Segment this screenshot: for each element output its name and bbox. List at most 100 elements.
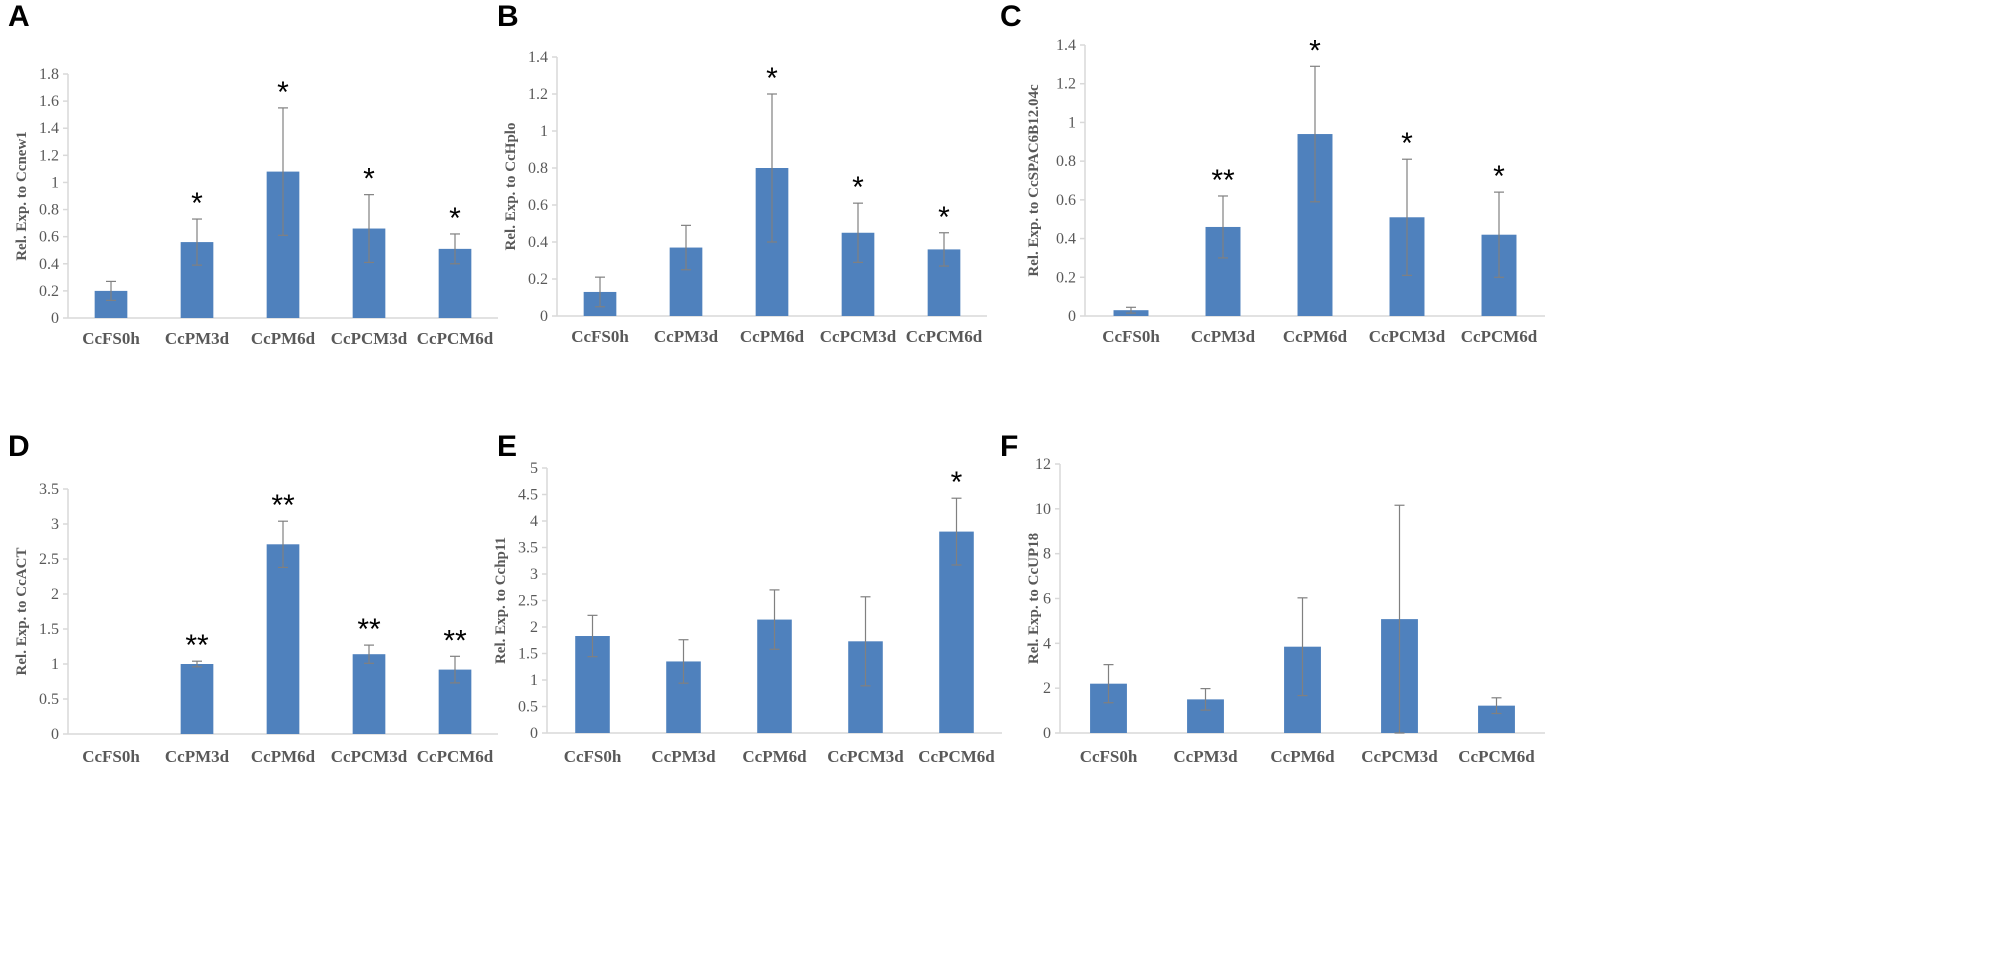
y-tick-label: 2.5 xyxy=(39,551,59,568)
y-tick-label: 5 xyxy=(530,460,538,477)
x-category-label: CcPM3d xyxy=(165,329,230,348)
y-axis-title: Rel. Exp. to CcHplo xyxy=(503,123,519,251)
y-tick-label: 4.5 xyxy=(518,487,538,504)
panel-b: B 0 0.2 0.4 0.6 0.8 1 1.2 1.4 Rel. Exp. to CcHpl… xyxy=(497,2,997,472)
y-axis-title: Rel. Exp. to CcUP18 xyxy=(1026,533,1042,664)
panel-label: B xyxy=(497,0,519,33)
panel-f: F 0 2 4 6 8 10 12 Rel. Exp. to CcUP18 CcFS0h CcPM… xyxy=(1000,432,1560,962)
y-axis-title: Rel. Exp. to Cchp11 xyxy=(493,537,509,664)
bar-ccpcm3d xyxy=(352,654,386,734)
x-category-label: CcPCM6d xyxy=(918,747,995,766)
y-tick-label: 1.8 xyxy=(39,66,59,83)
y-axis-title: Rel. Exp. to CcACT xyxy=(14,548,30,676)
bar-chart-ccspac6b12: 0 0.2 0.4 0.6 0.8 1 1.2 1.4 Rel. Exp. to CcSPAC6… xyxy=(1026,34,1545,346)
y-tick-label: 0.2 xyxy=(39,283,59,300)
x-category-label: CcFS0h xyxy=(1102,327,1160,346)
x-category-label: CcPM3d xyxy=(651,747,716,766)
x-category-label: CcFS0h xyxy=(1080,747,1138,766)
significance-marker: * xyxy=(951,466,963,499)
y-tick-label: 0 xyxy=(1068,308,1076,325)
y-tick-label: 0 xyxy=(51,310,59,327)
y-tick-label: 4 xyxy=(1043,635,1051,652)
y-tick-label: 1.2 xyxy=(1056,76,1076,93)
bar-chart-ccup18: 0 2 4 6 8 10 12 Rel. Exp. to CcUP18 CcFS0h CcPM3d… xyxy=(1026,456,1545,766)
panel-label: D xyxy=(8,430,30,463)
significance-marker: ** xyxy=(1211,164,1235,197)
x-category-label: CcPM3d xyxy=(165,747,230,766)
y-tick-label: 1 xyxy=(530,672,538,689)
y-tick-label: 0.6 xyxy=(1056,192,1076,209)
significance-marker: * xyxy=(1401,127,1413,160)
y-tick-label: 0.4 xyxy=(1056,231,1076,248)
x-category-label: CcFS0h xyxy=(82,329,140,348)
y-tick-label: 0.6 xyxy=(528,197,548,214)
panel-a: A 0 0.2 0.4 0.6 0.8 1 1.2 1.4 1.6 1.8 Rel. Exp. to… xyxy=(8,2,648,472)
y-tick-label: 1.5 xyxy=(518,646,538,663)
x-category-label: CcPCM6d xyxy=(417,747,494,766)
x-category-label: CcPM3d xyxy=(1173,747,1238,766)
y-tick-label: 0.6 xyxy=(39,229,59,246)
y-tick-label: 1 xyxy=(1068,114,1076,131)
y-tick-label: 10 xyxy=(1035,501,1051,518)
significance-marker: * xyxy=(363,163,375,196)
y-tick-label: 0.5 xyxy=(518,699,538,716)
y-tick-label: 0.2 xyxy=(528,271,548,288)
panel-label: C xyxy=(1000,0,1022,33)
y-tick-label: 0 xyxy=(530,725,538,742)
x-category-label: CcPCM3d xyxy=(827,747,904,766)
x-category-label: CcPM6d xyxy=(742,747,807,766)
x-category-label: CcPCM3d xyxy=(1361,747,1438,766)
y-tick-label: 2 xyxy=(1043,680,1051,697)
y-tick-label: 0.4 xyxy=(39,256,59,273)
x-category-label: CcFS0h xyxy=(564,747,622,766)
x-category-label: CcPCM6d xyxy=(417,329,494,348)
x-category-label: CcPM6d xyxy=(740,327,805,346)
y-tick-label: 1.2 xyxy=(528,86,548,103)
y-tick-label: 0.5 xyxy=(39,691,59,708)
x-category-label: CcPCM6d xyxy=(1458,747,1535,766)
significance-marker: * xyxy=(449,202,461,235)
y-tick-label: 4 xyxy=(530,513,538,530)
x-category-label: CcPM6d xyxy=(1283,327,1348,346)
significance-marker: * xyxy=(1309,34,1321,67)
x-category-label: CcFS0h xyxy=(571,327,629,346)
x-category-label: CcPM3d xyxy=(1191,327,1256,346)
bar-chart-ccact: 0 0.5 1 1.5 2 2.5 3 3.5 Rel. Exp. to CcACT CcFS0h… xyxy=(14,481,498,766)
significance-marker: * xyxy=(852,171,864,204)
y-tick-label: 12 xyxy=(1035,456,1051,473)
y-tick-label: 3.5 xyxy=(39,481,59,498)
bar-chart-ccnew1: 0 0.2 0.4 0.6 0.8 1 1.2 1.4 1.6 1.8 Rel. Exp. to C… xyxy=(14,66,498,348)
significance-marker: ** xyxy=(271,489,295,522)
y-tick-label: 0 xyxy=(540,308,548,325)
x-category-label: CcPM6d xyxy=(251,329,316,348)
y-tick-label: 3 xyxy=(51,516,59,533)
y-axis-title: Rel. Exp. to Ccnew1 xyxy=(14,131,30,261)
y-tick-label: 1.6 xyxy=(39,93,59,110)
significance-marker: * xyxy=(277,76,289,109)
y-tick-label: 0 xyxy=(1043,725,1051,742)
x-category-label: CcPCM3d xyxy=(331,747,408,766)
bar-chart-cchplo: 0 0.2 0.4 0.6 0.8 1 1.2 1.4 Rel. Exp. to CcHplo C… xyxy=(503,49,987,346)
y-tick-label: 2.5 xyxy=(518,593,538,610)
x-category-label: CcFS0h xyxy=(82,747,140,766)
significance-marker: ** xyxy=(185,629,209,662)
x-category-label: CcPM6d xyxy=(251,747,316,766)
x-category-label: CcPCM3d xyxy=(331,329,408,348)
y-tick-label: 0 xyxy=(51,726,59,743)
y-tick-label: 2 xyxy=(530,619,538,636)
bar-ccpm6d xyxy=(266,544,300,734)
y-tick-label: 0.4 xyxy=(528,234,548,251)
y-tick-label: 1.4 xyxy=(1056,37,1076,54)
x-category-label: CcPM6d xyxy=(1270,747,1335,766)
panel-label: E xyxy=(497,430,518,463)
y-tick-label: 3.5 xyxy=(518,540,538,557)
y-tick-label: 6 xyxy=(1043,591,1051,608)
x-category-label: CcPCM3d xyxy=(820,327,897,346)
panel-d: D 0 0.5 1 1.5 2 2.5 3 3.5 Rel. Exp. to CcACT CcFS… xyxy=(8,432,508,962)
y-tick-label: 1 xyxy=(51,656,59,673)
y-tick-label: 0.8 xyxy=(528,160,548,177)
y-tick-label: 0.8 xyxy=(39,202,59,219)
bar-ccpm3d xyxy=(180,664,214,734)
significance-marker: ** xyxy=(357,613,381,646)
panel-label: F xyxy=(1000,430,1019,463)
